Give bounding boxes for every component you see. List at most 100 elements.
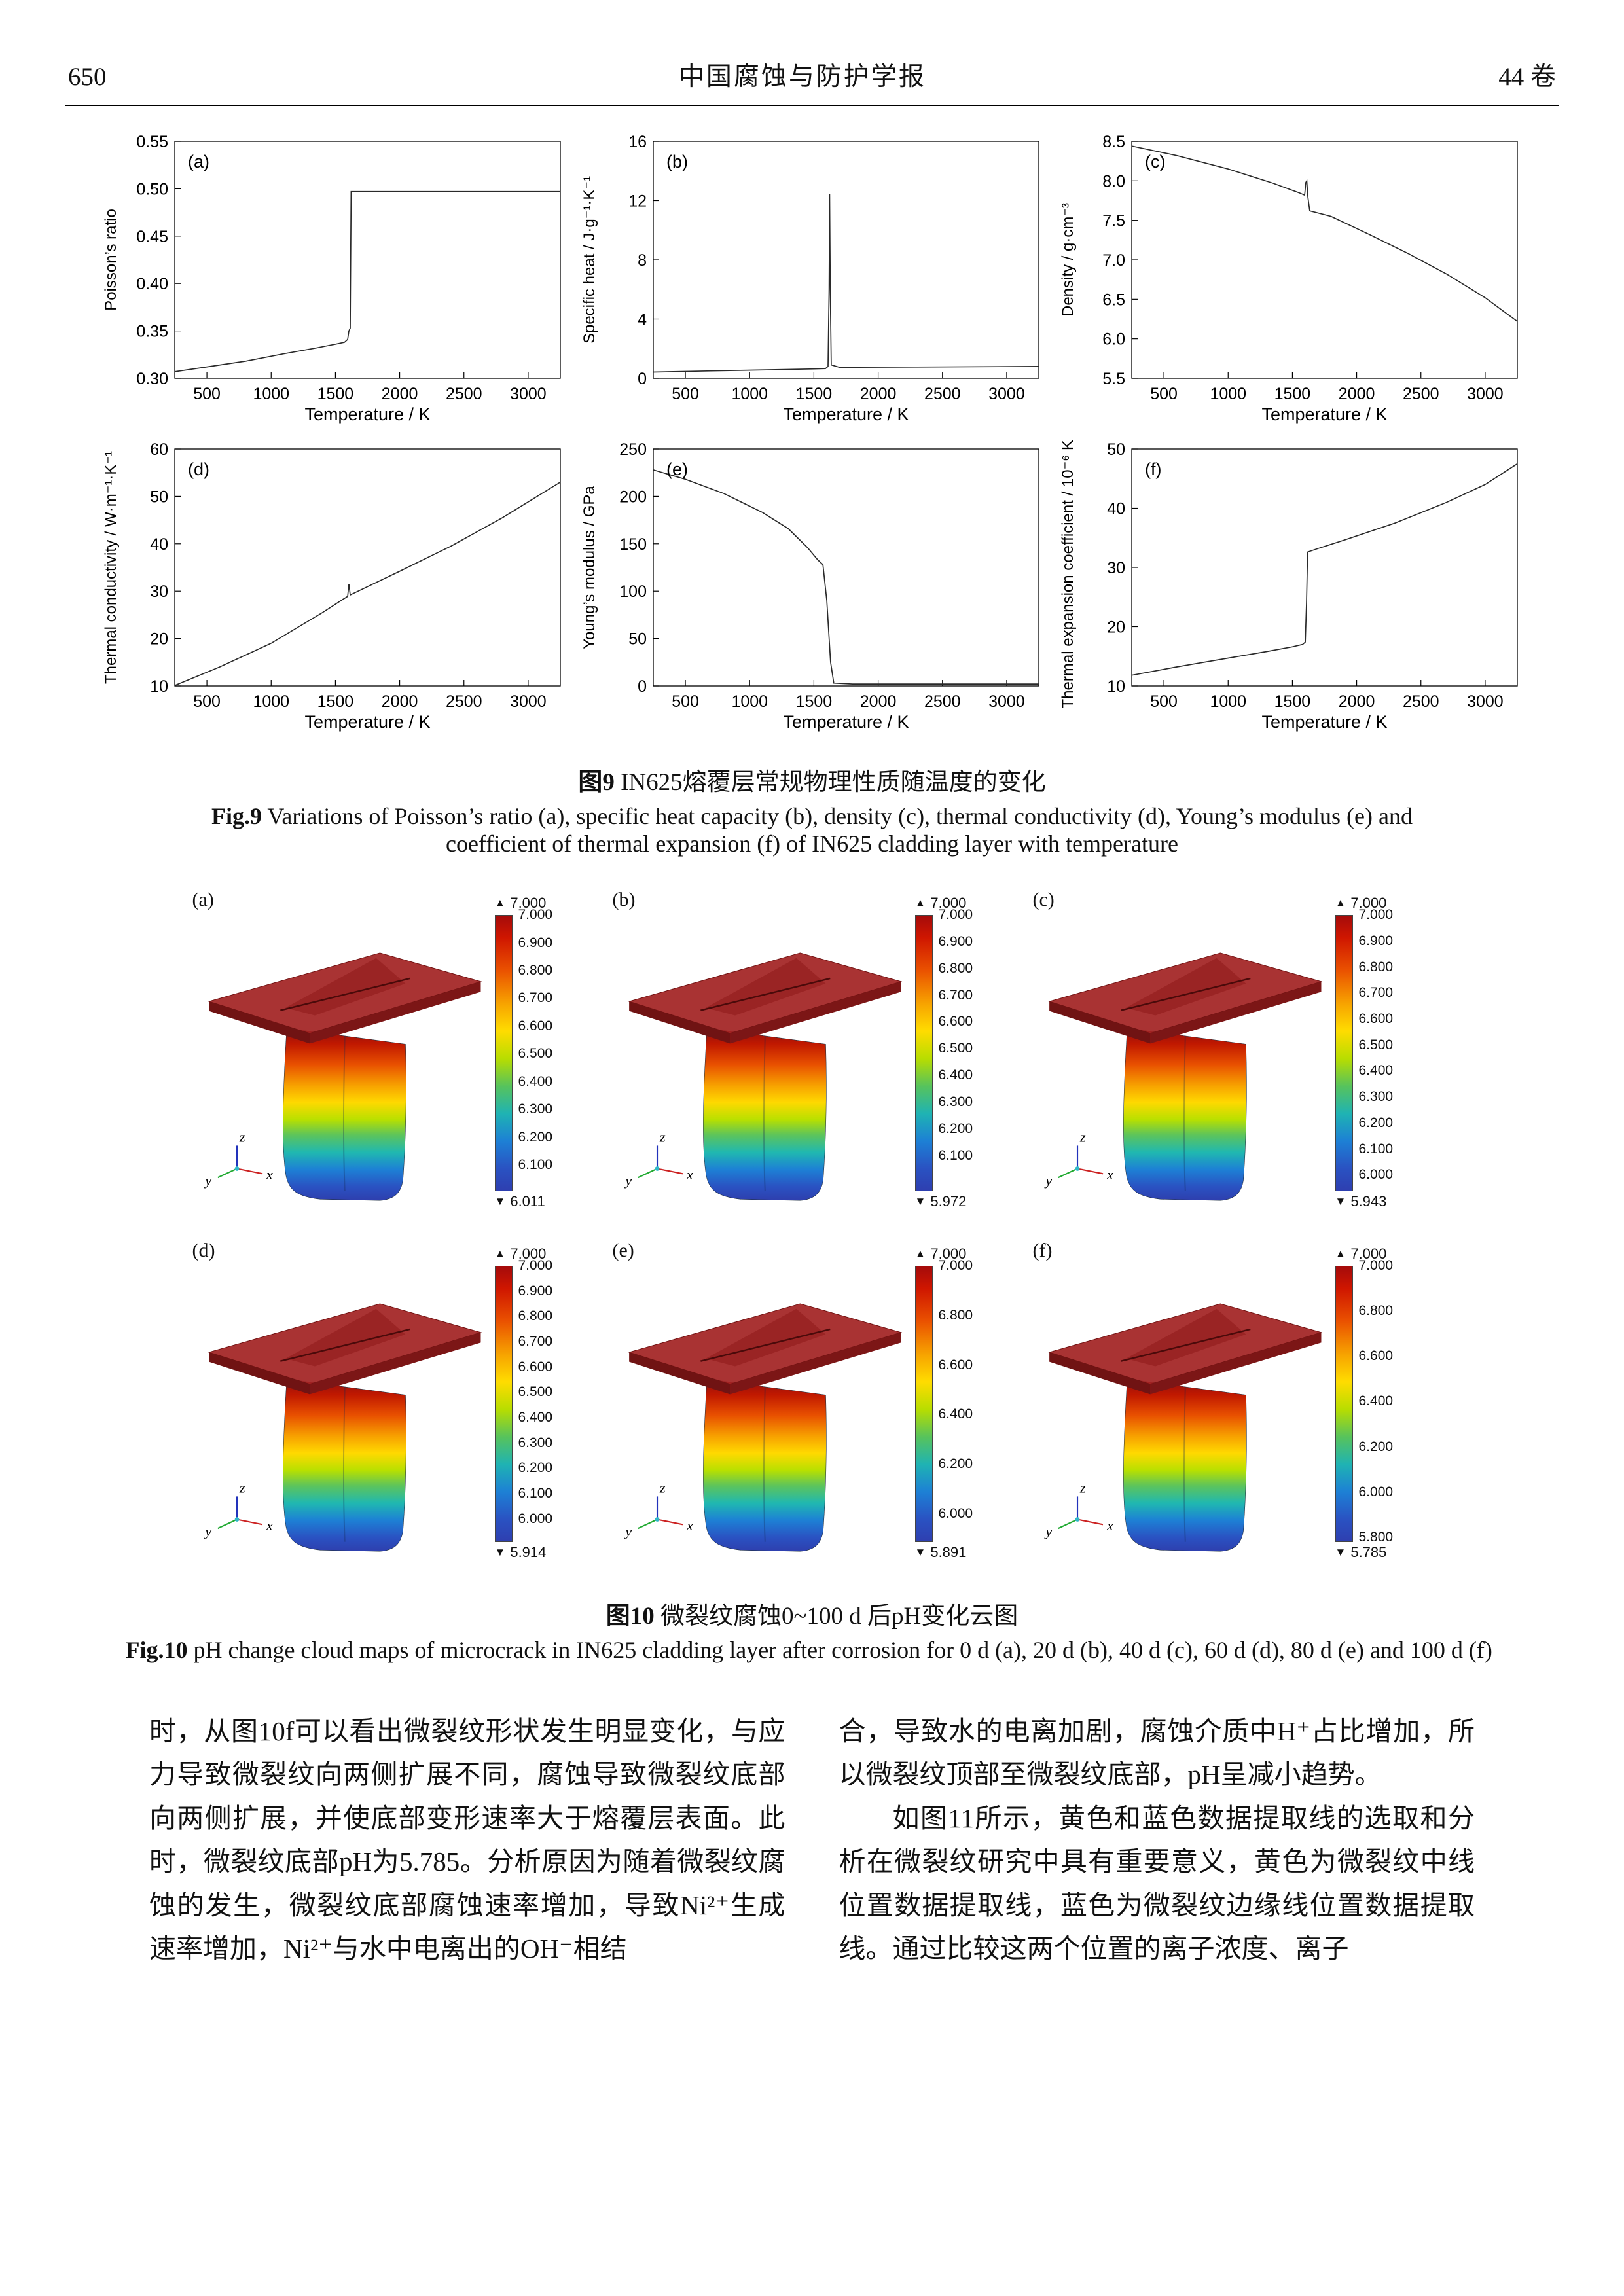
ph-cloud-scene: z x y [186, 901, 494, 1210]
y-axis-label: y [204, 1172, 211, 1189]
colorbar-tick: 6.500 [518, 1046, 553, 1062]
colorbar-min: ▼ 5.891 [915, 1543, 999, 1562]
svg-text:0: 0 [638, 370, 647, 388]
up-triangle-icon: ▲ [494, 1247, 506, 1260]
svg-text:Temperature / K: Temperature / K [783, 404, 909, 424]
svg-text:8: 8 [638, 251, 647, 270]
coordinate-triad: z x y [204, 1129, 273, 1189]
svg-text:500: 500 [1150, 385, 1178, 403]
paragraph: 时，从图10f可以看出微裂纹形状发生明显变化，与应力导致微裂纹向两侧扩展不同，腐… [149, 1716, 785, 1964]
colorbar-tick: 6.800 [1358, 1303, 1394, 1319]
colorbar-body: 7.000 6.900 6.800 6.700 6.600 6.500 6.400 6.300… [494, 1259, 579, 1542]
svg-text:2000: 2000 [860, 692, 897, 711]
ph-cloud-3d-view: z x y [204, 1303, 482, 1552]
svg-text:0.50: 0.50 [136, 180, 168, 198]
svg-text:2000: 2000 [382, 692, 418, 711]
z-axis-label: z [238, 1480, 245, 1496]
fig9-chart-b: 500 1000 1500 2000 2500 3000 0 4 8 12 16 (b) Tempera… [575, 132, 1049, 431]
svg-text:40: 40 [1107, 500, 1125, 518]
journal-title: 中国腐蚀与防护学报 [678, 63, 926, 91]
fig10-caption-en-text: pH change cloud maps of microcrack in IN… [187, 1637, 1492, 1663]
svg-text:500: 500 [193, 385, 221, 403]
coordinate-triad: z x y [624, 1480, 693, 1539]
down-triangle-icon: ▼ [1335, 1195, 1346, 1208]
colorbar-tick: 6.300 [1358, 1089, 1394, 1105]
fig10-panel-grid: (a) z x y ▲ 7.000 7.000 6.900 6.800 6.700 6.60… [0, 888, 1624, 1572]
colorbar-tick: 6.400 [938, 1067, 973, 1083]
colorbar-tick: 6.800 [938, 960, 973, 976]
z-axis-label: z [659, 1129, 665, 1145]
svg-text:8.0: 8.0 [1102, 172, 1125, 190]
svg-text:Specific heat / J·g⁻¹·K⁻¹: Specific heat / J·g⁻¹·K⁻¹ [581, 176, 598, 344]
panel-label: (c) [1032, 889, 1055, 910]
colorbar-max: ▲ 7.000 [915, 1245, 999, 1263]
svg-text:5.5: 5.5 [1102, 370, 1125, 388]
z-axis-label: z [238, 1129, 245, 1145]
svg-text:7.5: 7.5 [1102, 212, 1125, 230]
colorbar-tick: 6.100 [518, 1486, 553, 1501]
volume-label: 44 卷 [1498, 63, 1556, 91]
svg-text:50: 50 [150, 488, 168, 506]
ph-cloud-scene: z x y [186, 1251, 494, 1561]
svg-text:0.40: 0.40 [136, 275, 168, 293]
x-axis-label: x [685, 1166, 693, 1183]
crack-ph-surface [702, 1378, 827, 1552]
svg-text:40: 40 [150, 535, 168, 554]
svg-text:(d): (d) [188, 459, 209, 479]
fig10-panel-f: (f) z x y ▲ 7.000 7.000 6.800 6.600 6.400 6.20… [1026, 1238, 1439, 1572]
cladding-plate-edge-left [1049, 1001, 1150, 1044]
svg-text:Thermal expansion coefficient: Thermal expansion coefficient / 10⁻⁶ K⁻¹ [1059, 440, 1077, 708]
paragraph: 合，导致水的电离加剧，腐蚀介质中H⁺占比增加，所以微裂纹顶部至微裂纹底部，pH呈… [839, 1716, 1475, 1790]
right-column: 合，导致水的电离加剧，腐蚀介质中H⁺占比增加，所以微裂纹顶部至微裂纹底部，pH呈… [839, 1710, 1475, 1970]
down-triangle-icon: ▼ [914, 1195, 926, 1208]
page-header: 650 中国腐蚀与防护学报 44 卷 [0, 0, 1624, 93]
line-chart: 500 1000 1500 2000 2500 3000 5.5 6.0 6.5 7.0 7.5 8.… [1059, 133, 1518, 424]
colorbar-max-value: 7.000 [510, 1246, 547, 1262]
paragraph: 如图11所示，黄色和蓝色数据提取线的选取和分析在微裂纹研究中具有重要意义，黄色为… [839, 1803, 1475, 1964]
x-axis-label: x [265, 1166, 272, 1183]
colorbar-tick: 6.900 [518, 1283, 553, 1299]
up-triangle-icon: ▲ [1335, 897, 1346, 909]
ph-colorbar: ▲ 7.000 7.000 6.900 6.800 6.700 6.600 6.500 6.40… [494, 894, 579, 1211]
crack-ph-surface [1123, 1378, 1247, 1552]
down-triangle-icon: ▼ [1335, 1546, 1346, 1558]
fig10-panel-d: (d) z x y ▲ 7.000 7.000 6.900 6.800 6.700 6.60… [186, 1238, 598, 1572]
cladding-plate-edge-left [1049, 1352, 1150, 1395]
panel-label: (a) [192, 889, 214, 910]
up-triangle-icon: ▲ [914, 1247, 926, 1260]
fig9-chart-e: 500 1000 1500 2000 2500 3000 0 50 100 150 200 250 (e… [575, 440, 1049, 738]
crack-ph-surface [702, 1028, 827, 1201]
up-triangle-icon: ▲ [914, 897, 926, 909]
colorbar-tick: 6.000 [1358, 1484, 1394, 1499]
svg-text:2000: 2000 [860, 385, 897, 403]
svg-text:1000: 1000 [253, 692, 289, 711]
ph-cloud-3d-view: z x y [1044, 1303, 1322, 1552]
fig9-caption-en-label: Fig.9 [211, 803, 262, 829]
colorbar-gradient [914, 915, 933, 1191]
colorbar-min: ▼ 5.785 [1335, 1543, 1419, 1562]
svg-text:1500: 1500 [1274, 385, 1311, 403]
svg-text:2000: 2000 [1339, 385, 1375, 403]
svg-text:Temperature / K: Temperature / K [304, 712, 430, 732]
cladding-plate-edge-right [309, 1332, 480, 1395]
colorbar-tick: 7.000 [518, 1258, 553, 1273]
colorbar-min: ▼ 5.943 [1335, 1193, 1419, 1211]
svg-text:2500: 2500 [446, 385, 482, 403]
figure-10: (a) z x y ▲ 7.000 7.000 6.900 6.800 6.700 6.60… [0, 888, 1624, 1664]
x-axis-label: x [685, 1517, 693, 1534]
colorbar-tick: 6.600 [938, 1014, 973, 1030]
colorbar-min-value: 5.785 [1350, 1544, 1387, 1560]
fig10-panel-b: (b) z x y ▲ 7.000 7.000 6.900 6.800 6.700 6.60… [606, 888, 1019, 1221]
crack-ph-surface [1123, 1028, 1247, 1201]
svg-text:0: 0 [638, 677, 647, 696]
svg-text:4: 4 [638, 311, 647, 329]
colorbar-min-value: 5.891 [930, 1544, 967, 1560]
ph-cloud-scene: z x y [1026, 901, 1334, 1210]
y-axis-label: y [624, 1523, 632, 1539]
colorbar-tick: 6.300 [938, 1094, 973, 1109]
svg-text:1000: 1000 [731, 385, 768, 403]
svg-text:0.30: 0.30 [136, 370, 168, 388]
fig9-chart-grid: 500 1000 1500 2000 2500 3000 0.30 0.35 0.40 0.45 0… [0, 132, 1624, 738]
colorbar-tick: 6.400 [1358, 1063, 1394, 1079]
colorbar-body: 7.000 6.800 6.600 6.400 6.200 6.000 [914, 1259, 999, 1542]
